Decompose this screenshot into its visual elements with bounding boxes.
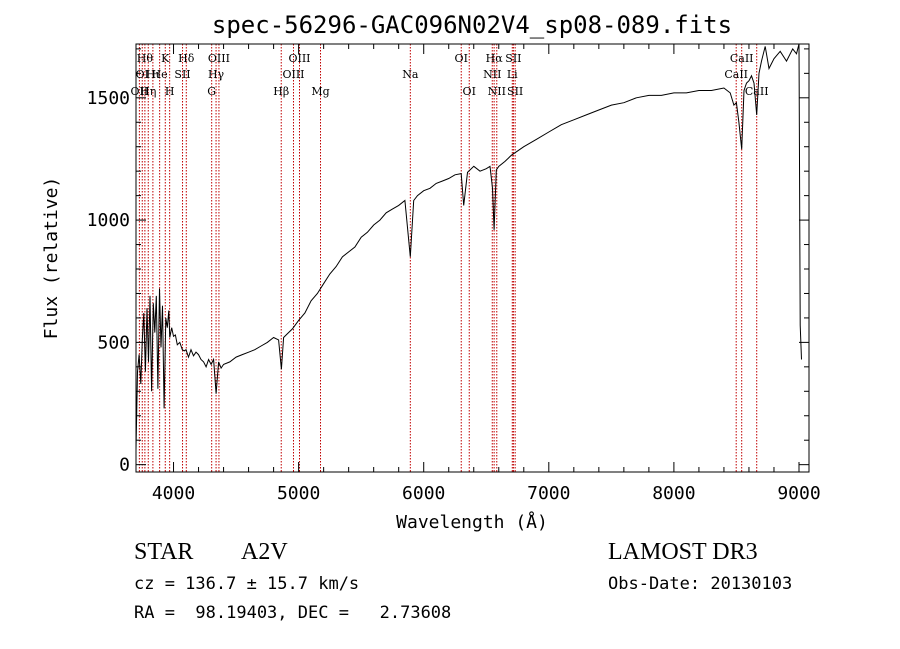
object-class: STAR <box>134 539 194 565</box>
line-label-14: OIII <box>282 68 304 81</box>
line-label-24: SII <box>505 52 521 65</box>
line-label-22: NII <box>488 85 506 98</box>
line-label-20: NII <box>483 68 501 81</box>
x-tick-label: 8000 <box>652 483 695 504</box>
line-label-21: Hα <box>486 52 504 65</box>
y-axis-label: Flux (relative) <box>41 177 62 340</box>
x-axis-label: Wavelength (Å) <box>396 511 548 533</box>
subclass: A2V <box>241 539 288 565</box>
coordinates: RA = 98.19403, DEC = 2.73608 <box>134 603 452 623</box>
line-label-12: OIII <box>208 52 230 65</box>
line-label-26: CaII <box>724 68 748 81</box>
line-label-16: Mg <box>311 85 329 98</box>
y-tick-label: 500 <box>97 332 130 353</box>
obs-date: Obs-Date: 20130103 <box>608 574 793 594</box>
line-label-6: K <box>161 52 170 65</box>
y-tick-label: 1000 <box>87 210 130 231</box>
chart-title: spec-56296-GAC096N02V4_sp08-089.fits <box>212 11 732 39</box>
line-label-23: Li <box>507 68 518 81</box>
line-label-11: Hγ <box>208 68 225 81</box>
y-tick-label: 1500 <box>87 88 130 109</box>
spectral-line-markers <box>138 44 758 472</box>
x-tick-label: 4000 <box>152 483 195 504</box>
line-label-5: He <box>152 68 168 81</box>
line-label-4: Hι <box>146 68 160 81</box>
line-label-28: CaII <box>745 85 769 98</box>
line-label-2: Hθ <box>137 52 154 65</box>
x-tick-label: 5000 <box>277 483 320 504</box>
line-label-19: OI <box>463 85 476 98</box>
line-label-10: G <box>207 85 216 98</box>
line-label-1: OI <box>136 68 149 81</box>
y-tick-label: 0 <box>119 455 130 476</box>
line-label-8: SII <box>174 68 190 81</box>
x-tick-labels: 4000 5000 6000 7000 8000 9000 <box>152 483 821 504</box>
line-label-3: Hη <box>140 85 156 98</box>
line-label-27: CaII <box>730 52 754 65</box>
line-label-17: Na <box>402 68 419 81</box>
y-tick-labels: 0 500 1000 1500 <box>87 88 130 476</box>
line-label-7: H <box>165 85 175 98</box>
line-label-25: SII <box>507 85 523 98</box>
line-label-15: OIII <box>288 52 310 65</box>
plot-frame <box>135 43 810 473</box>
line-label-13: Hβ <box>273 85 289 98</box>
x-tick-label: 7000 <box>527 483 570 504</box>
redshift-text: cz = 136.7 ± 15.7 km/s <box>134 574 360 594</box>
line-label-18: OI <box>455 52 468 65</box>
line-label-9: Hδ <box>178 52 195 65</box>
spectrum-line <box>135 43 802 451</box>
survey-name: LAMOST DR3 <box>608 539 758 565</box>
line-label-0: OII <box>131 85 149 98</box>
x-tick-label: 9000 <box>777 483 820 504</box>
axis-ticks <box>136 44 809 472</box>
x-tick-label: 6000 <box>402 483 445 504</box>
